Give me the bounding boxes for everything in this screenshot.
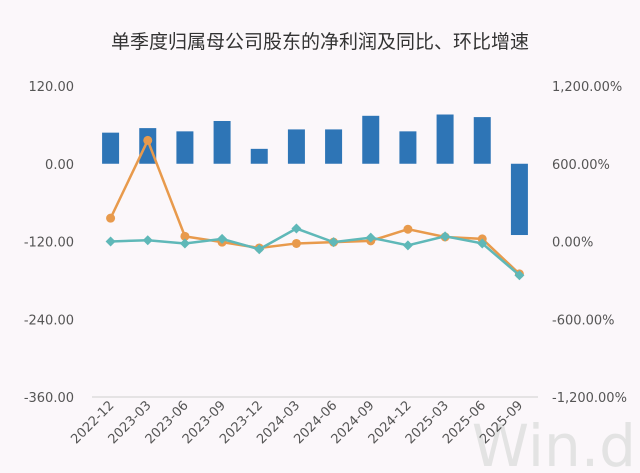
y2-tick-label: 1,200.00% [552,80,622,95]
bar [102,132,120,164]
bar [399,131,417,164]
bar [287,129,305,164]
series-line [109,137,521,275]
line-point [291,223,302,234]
bar [176,131,194,164]
line-point [105,236,116,247]
line-point [217,233,228,244]
y-tick-label: -360.00 [24,391,74,406]
y2-tick-label: -1,200.00% [552,391,627,406]
line-point [477,238,488,249]
line-point [440,231,451,242]
y-tick-label: 0.00 [45,158,74,173]
y-tick-label: 120.00 [29,80,75,95]
bar [250,148,268,164]
y-tick-label: -120.00 [24,236,74,251]
series-line [110,227,521,277]
bar [213,120,231,164]
y2-tick-label: -600.00% [552,313,615,328]
watermark: Win.d [472,412,636,473]
line-point [180,231,190,241]
line-point [328,237,339,248]
line-point [254,244,265,255]
y-tick-label: -240.00 [24,313,74,328]
bar [436,114,454,164]
line-point [402,240,413,251]
bar [510,163,528,236]
line-point [514,270,525,281]
line-point [142,235,153,246]
bar [325,129,343,164]
bar [362,115,380,164]
line-point [143,135,153,145]
bar [473,117,491,164]
y2-tick-label: 600.00% [552,158,610,173]
chart-title: 单季度归属母公司股东的净利润及同比、环比增速 [111,31,529,53]
line-point [291,238,301,248]
line-point [106,213,116,223]
line-point [179,238,190,249]
line-point [365,232,376,243]
line-point [403,224,413,234]
y2-tick-label: 0.00% [552,236,593,251]
